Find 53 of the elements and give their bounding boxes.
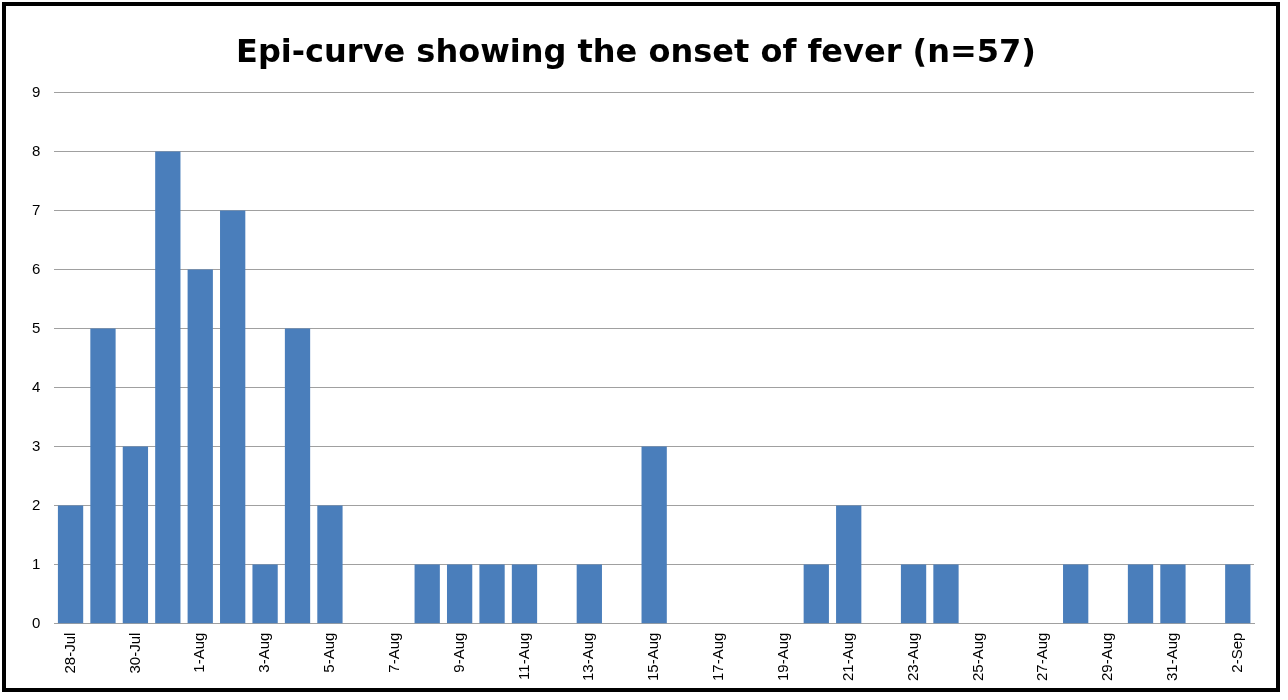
bar	[1225, 564, 1251, 624]
bar	[511, 564, 538, 624]
x-tick-label: 19-Aug	[774, 632, 791, 682]
y-tick-label: 0	[32, 613, 41, 631]
x-tick-label: 5-Aug	[320, 632, 338, 673]
bar	[187, 269, 213, 624]
bar	[576, 564, 602, 624]
x-tick-label: 2-Sep	[1227, 632, 1245, 673]
y-tick-label: 5	[32, 318, 41, 336]
x-tick-label: 3-Aug	[255, 632, 273, 673]
y-tick-label: 9	[32, 82, 41, 100]
x-tick-label: 21-Aug	[838, 632, 856, 682]
y-tick-label: 2	[32, 495, 41, 513]
x-tick-label: 15-Aug	[644, 632, 662, 682]
bar	[252, 564, 278, 624]
x-tick-label: 30-Jul	[125, 632, 143, 674]
bar	[479, 564, 505, 624]
x-tick-label: 1-Aug	[190, 632, 208, 673]
bar	[317, 505, 343, 624]
x-tick-label: 11-Aug	[514, 632, 532, 680]
x-tick-label: 13-Aug	[579, 632, 597, 682]
bar	[836, 505, 862, 624]
y-tick-label: 7	[32, 200, 41, 218]
bar	[900, 564, 927, 624]
bar	[57, 505, 84, 624]
bar	[641, 446, 667, 624]
y-tick-label: 1	[32, 554, 41, 572]
bar	[414, 564, 440, 624]
bar	[446, 564, 473, 624]
y-tick-label: 6	[32, 259, 41, 277]
x-tick-label: 31-Aug	[1163, 632, 1181, 682]
bar	[284, 328, 311, 624]
x-tick-label: 23-Aug	[903, 632, 921, 682]
y-tick-label: 3	[32, 436, 41, 454]
x-tick-label: 25-Aug	[968, 632, 986, 682]
bar	[1127, 564, 1154, 624]
x-tick-label: 27-Aug	[1033, 632, 1051, 682]
bar	[155, 151, 181, 624]
bar	[1160, 564, 1186, 624]
y-tick-label: 8	[32, 141, 41, 159]
y-tick-label: 4	[32, 377, 41, 395]
chart-title: Epi-curve showing the onset of fever (n=57)	[236, 31, 1036, 70]
x-tick-label: 9-Aug	[449, 632, 467, 673]
bar	[1063, 564, 1089, 624]
x-tick-label: 7-Aug	[384, 632, 402, 673]
x-tick-label: 17-Aug	[709, 632, 727, 682]
bar	[220, 210, 246, 624]
bar	[122, 446, 149, 624]
bar	[933, 564, 959, 624]
bar	[90, 328, 116, 624]
x-tick-label: 28-Jul	[60, 632, 78, 674]
x-tick-label: 29-Aug	[1098, 632, 1116, 682]
bar	[803, 564, 829, 624]
